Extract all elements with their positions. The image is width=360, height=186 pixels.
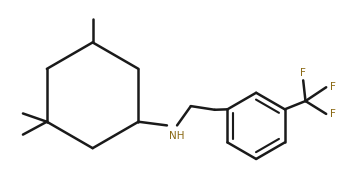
Text: F: F	[300, 68, 306, 78]
Text: F: F	[330, 82, 336, 92]
Text: NH: NH	[169, 131, 184, 141]
Text: F: F	[330, 109, 336, 119]
